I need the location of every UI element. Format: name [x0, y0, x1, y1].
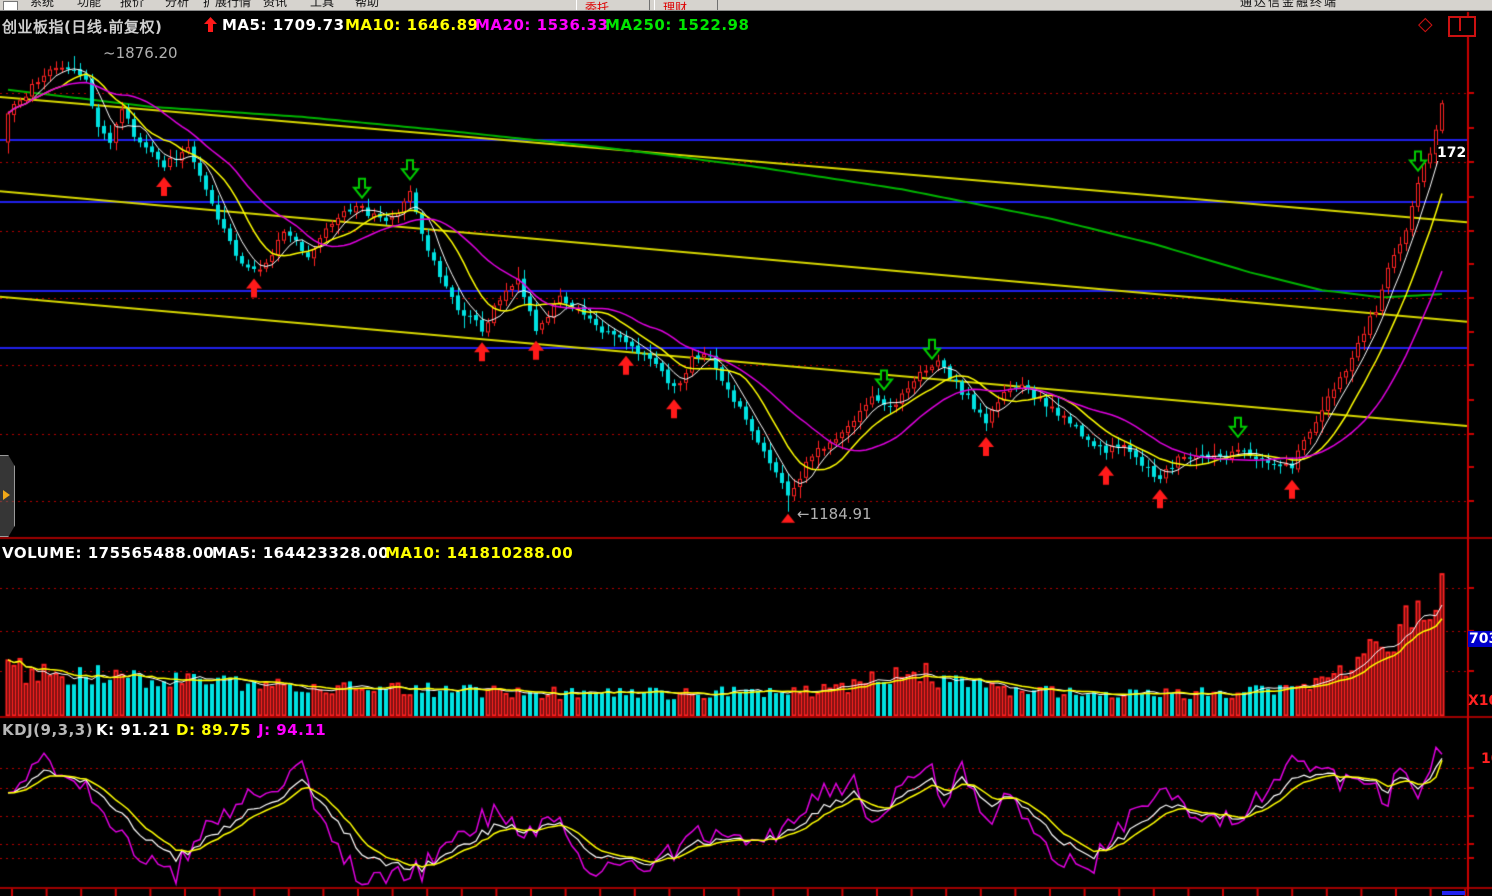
chart-title: 创业板指(日线.前复权) — [2, 18, 163, 36]
split-window-icon[interactable] — [1448, 16, 1476, 37]
ma20-label[interactable]: MA20: 1536.33 — [475, 16, 609, 34]
volume-multiplier-label: X10 — [1468, 693, 1492, 709]
menu-item-3[interactable]: 分析 — [165, 0, 190, 9]
finance-button[interactable]: 理财 — [654, 0, 718, 10]
volume-ma5-label[interactable]: MA5: 164423328.00 — [212, 544, 390, 562]
expand-arrow-icon — [3, 490, 10, 500]
menu-item-5[interactable]: 资讯 — [263, 0, 288, 9]
menubar-right-text: 通达信金融终端 — [1240, 0, 1339, 9]
kdj-k-label: K: 91.21 — [96, 721, 171, 739]
scrollbar-fragment[interactable] — [1442, 891, 1465, 895]
volume-axis-badge: 703 — [1468, 631, 1492, 647]
kdj-d-label: D: 89.75 — [176, 721, 252, 739]
volume-ma10-label[interactable]: MA10: 141810288.00 — [385, 544, 574, 562]
ma5-label[interactable]: MA5: 1709.73 — [222, 16, 345, 34]
kdj-j-label: J: 94.11 — [258, 721, 327, 739]
menu-item-6[interactable]: 工具 — [310, 0, 335, 9]
sidebar-expand-handle[interactable] — [0, 455, 15, 537]
low-price-annotation: ←1184.91 — [797, 505, 872, 523]
kdj-axis-top-label: 100 — [1481, 751, 1492, 767]
app-window-icon[interactable] — [3, 1, 18, 10]
ma250-label[interactable]: MA250: 1522.98 — [605, 16, 750, 34]
kdj-title[interactable]: KDJ(9,3,3) — [2, 721, 94, 739]
menubar: 系统 功能 报价 分析 扩展行情 资讯 工具 帮助 委托 理财 通达信金融终端 — [0, 0, 1492, 11]
volume-value-label: VOLUME: 175565488.00 — [2, 544, 215, 562]
high-price-annotation: ~1876.20 — [103, 44, 178, 62]
menu-item-2[interactable]: 报价 — [120, 0, 145, 9]
menu-item-0[interactable]: 系统 — [30, 0, 55, 9]
up-arrow-icon — [204, 17, 217, 36]
diamond-marker-icon[interactable]: ◇ — [1418, 13, 1433, 35]
last-price-label: 1722 — [1437, 145, 1467, 161]
ma10-label[interactable]: MA10: 1646.89 — [345, 16, 479, 34]
menu-item-4[interactable]: 扩展行情 — [203, 0, 252, 9]
menu-item-7[interactable]: 帮助 — [355, 0, 380, 9]
menu-item-1[interactable]: 功能 — [77, 0, 102, 9]
order-button[interactable]: 委托 — [576, 0, 650, 10]
